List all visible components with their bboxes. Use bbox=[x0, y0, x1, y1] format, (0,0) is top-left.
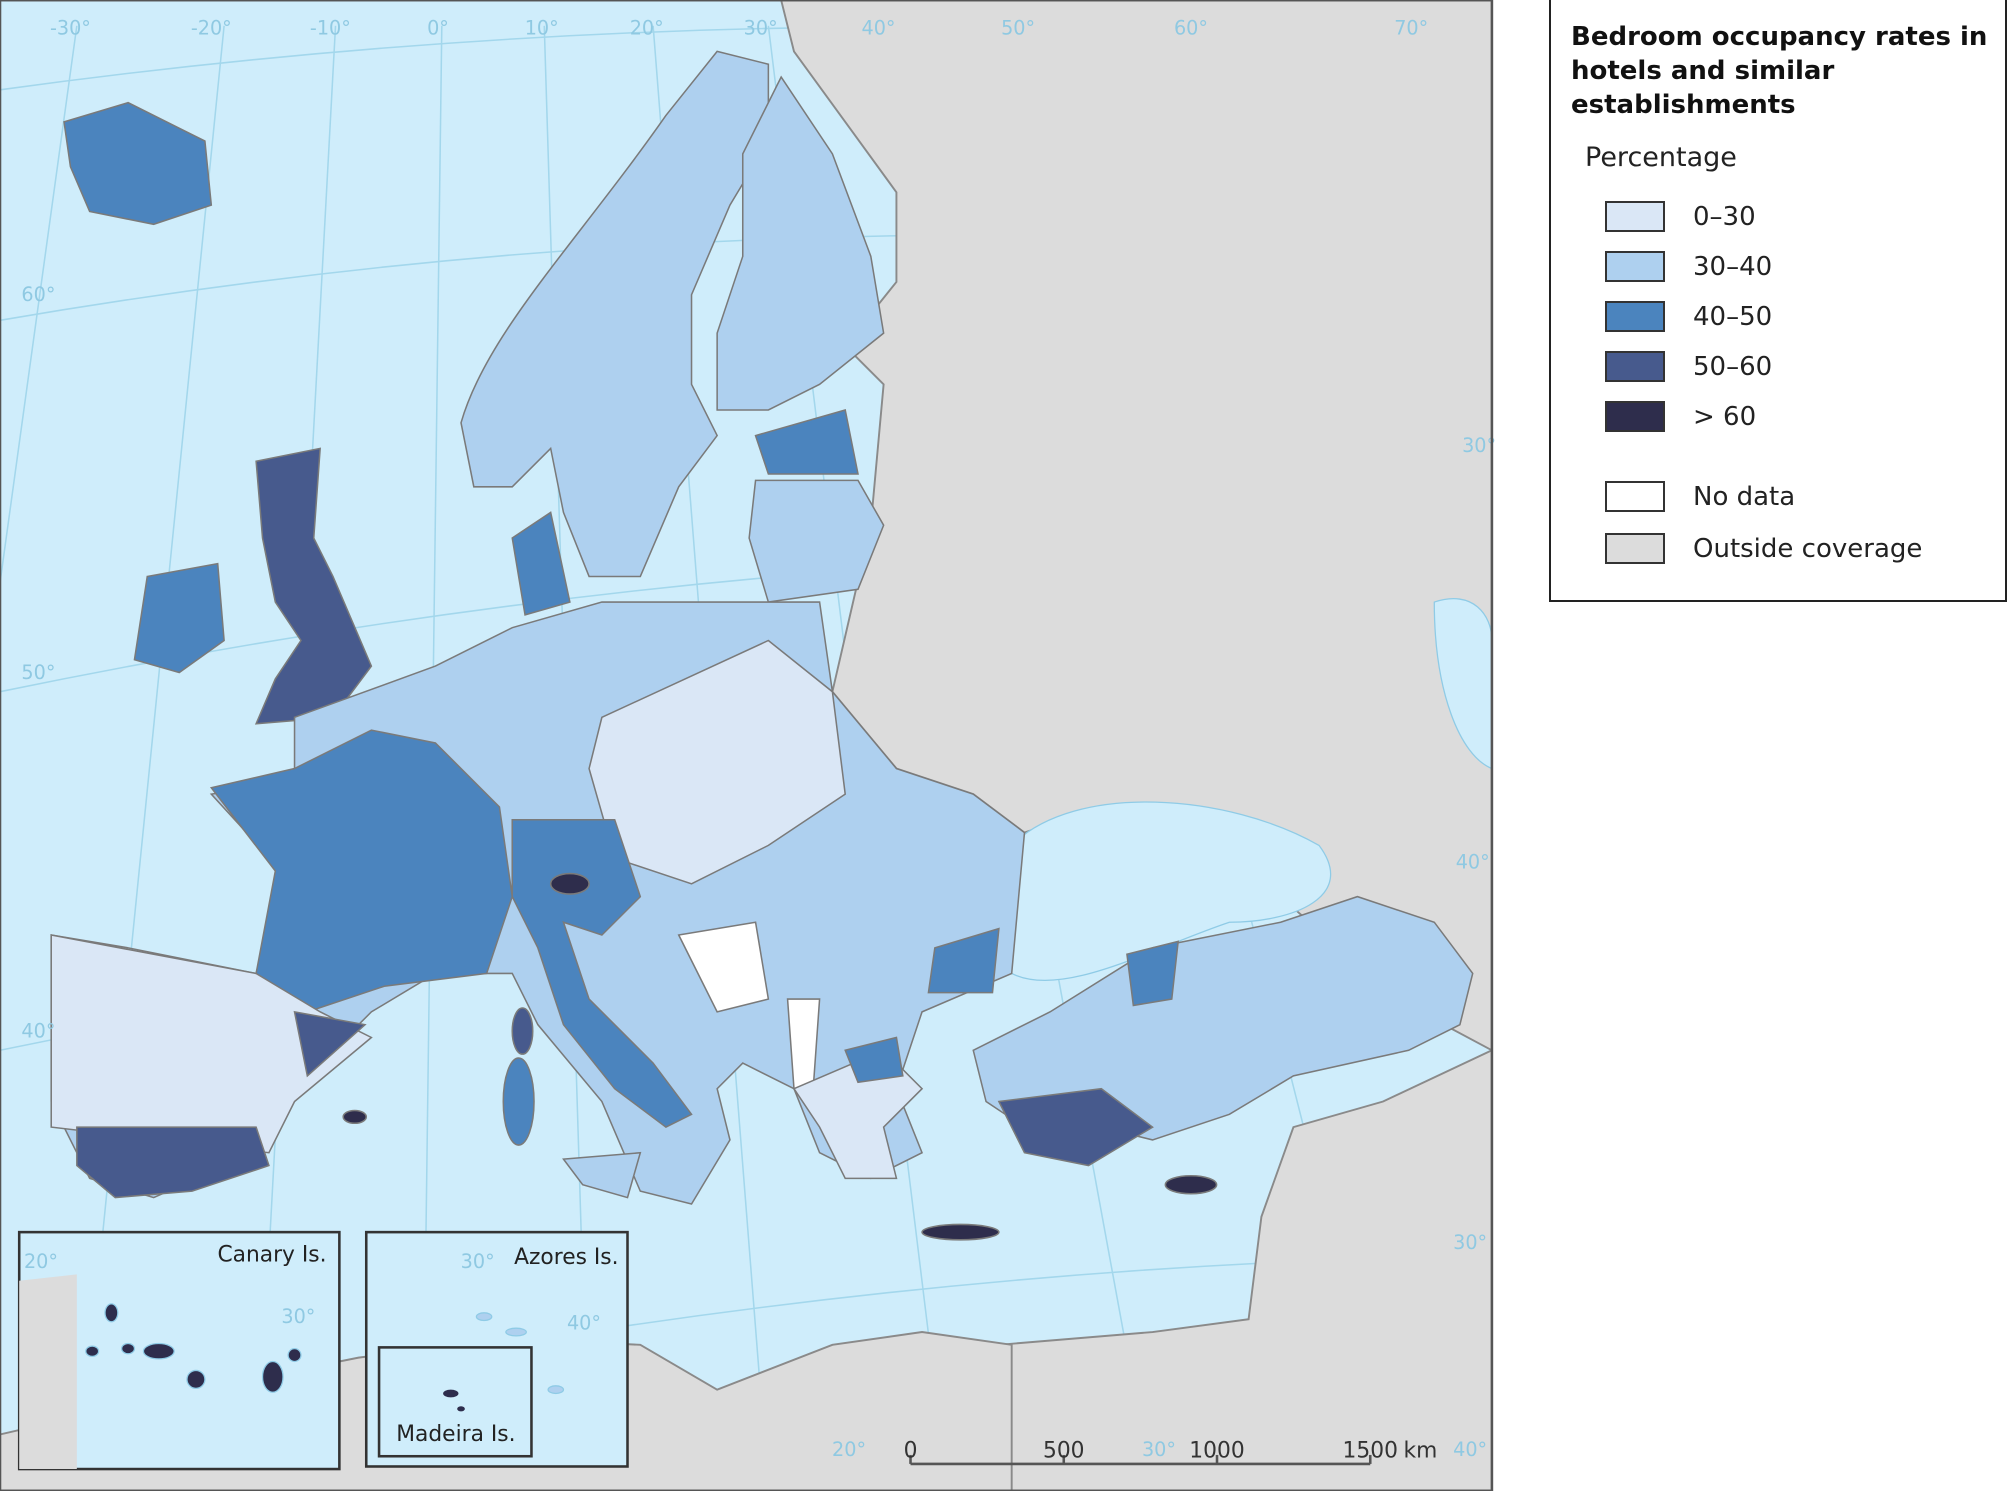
graticule-label: 30° bbox=[1142, 1438, 1176, 1461]
legend-swatch bbox=[1605, 533, 1665, 564]
scale-label: 500 bbox=[1043, 1439, 1085, 1464]
legend-label: No data bbox=[1693, 482, 1796, 512]
inland-seas bbox=[986, 598, 1493, 982]
inset-azores bbox=[364, 1230, 629, 1468]
graticule-label: 40° bbox=[1453, 1438, 1487, 1461]
graticule-label: -30° bbox=[50, 17, 91, 40]
inset-label: Azores Is. bbox=[514, 1245, 618, 1270]
legend-swatch bbox=[1605, 301, 1665, 332]
graticule-label: 40° bbox=[567, 1311, 601, 1334]
legend-swatch bbox=[1605, 251, 1665, 282]
graticule-labels: -30° -20° -10° 0° 10° 20° 30° 40° 50° 60° 70° 60° 50… bbox=[21, 17, 1496, 1461]
legend-swatch bbox=[1605, 401, 1665, 432]
graticule-label: 50° bbox=[21, 661, 55, 684]
graticule-label: 70° bbox=[1394, 17, 1428, 40]
islands bbox=[85, 1303, 302, 1393]
legend-swatch bbox=[1605, 481, 1665, 512]
graticule-label: 50° bbox=[1001, 17, 1035, 40]
legend-label: 30–40 bbox=[1693, 252, 1773, 282]
graticule-label: 30° bbox=[281, 1305, 315, 1328]
scale-label: 1000 bbox=[1189, 1439, 1244, 1464]
legend-label: Outside coverage bbox=[1693, 534, 1923, 564]
legend-swatch bbox=[1605, 201, 1665, 232]
graticule-label: 40° bbox=[861, 17, 895, 40]
graticule-label: 30° bbox=[1462, 434, 1496, 457]
graticule-label: 20° bbox=[24, 1250, 58, 1273]
islands bbox=[475, 1312, 565, 1395]
scale-bar: 0 500 1000 1500 km bbox=[904, 1439, 1438, 1466]
graticule-label: 40° bbox=[1456, 850, 1490, 873]
legend-swatch bbox=[1605, 351, 1665, 382]
graticule-label: 0° bbox=[427, 17, 449, 40]
graticule-label: 20° bbox=[832, 1438, 866, 1461]
inset-label: Madeira Is. bbox=[396, 1422, 515, 1447]
graticule-label: 40° bbox=[21, 1019, 55, 1042]
inset-label: Canary Is. bbox=[217, 1243, 326, 1268]
legend-label: > 60 bbox=[1693, 402, 1757, 432]
graticule-label: 30° bbox=[461, 1250, 495, 1273]
legend-title: Bedroom occupancy rates in hotels and si… bbox=[1571, 22, 1988, 120]
graticule-label: 10° bbox=[525, 17, 559, 40]
legend-subtitle: Percentage bbox=[1585, 142, 1737, 173]
legend-label: 50–60 bbox=[1693, 352, 1773, 382]
inset-frame bbox=[377, 1346, 533, 1458]
inset-land bbox=[19, 1274, 77, 1470]
graticule-label: 60° bbox=[1174, 17, 1208, 40]
graticule-label: 20° bbox=[630, 17, 664, 40]
legend: Bedroom occupancy rates in hotels and si… bbox=[1549, 0, 2007, 602]
inset-canary bbox=[17, 1230, 341, 1471]
graticule-label: -20° bbox=[191, 17, 232, 40]
graticule-label: 30° bbox=[1453, 1231, 1487, 1254]
graticule-label: -10° bbox=[310, 17, 351, 40]
graticule-label: 60° bbox=[21, 283, 55, 306]
islands bbox=[443, 1389, 465, 1412]
graticule-label: 30° bbox=[744, 17, 778, 40]
legend-label: 40–50 bbox=[1693, 302, 1773, 332]
regions bbox=[50, 50, 1474, 1241]
scale-label: 1500 bbox=[1343, 1439, 1398, 1464]
scale-label: 0 bbox=[904, 1439, 918, 1464]
legend-label: 0–30 bbox=[1693, 202, 1756, 232]
scale-unit: km bbox=[1404, 1439, 1438, 1464]
